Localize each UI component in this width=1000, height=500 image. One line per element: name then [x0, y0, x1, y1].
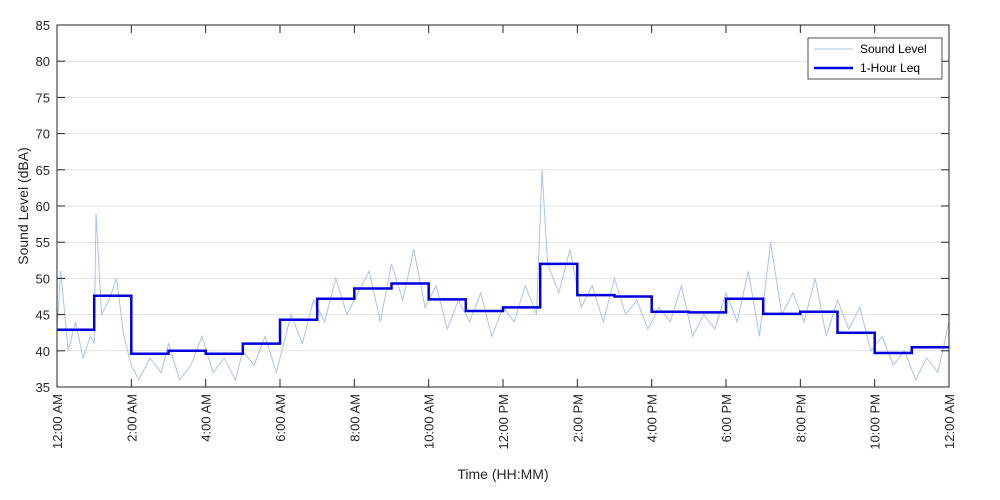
- x-tick-label: 10:00 AM: [422, 394, 437, 449]
- x-tick-label: 6:00 AM: [273, 394, 288, 442]
- y-tick-label: 60: [36, 199, 50, 214]
- x-tick-label: 12:00 AM: [50, 394, 65, 449]
- y-tick-label: 35: [36, 380, 50, 395]
- legend-label-leq: 1-Hour Leq: [860, 61, 920, 75]
- y-tick-label: 70: [36, 127, 50, 142]
- y-tick-label: 75: [36, 90, 50, 105]
- y-tick-label: 45: [36, 308, 50, 323]
- series-layer: [56, 169, 950, 382]
- x-axis-title: Time (HH:MM): [457, 466, 548, 482]
- y-tick-label: 50: [36, 271, 50, 286]
- x-tick-label: 12:00 PM: [496, 394, 511, 450]
- series-line-leq: [57, 262, 949, 355]
- x-tick-label: 4:00 AM: [199, 394, 214, 442]
- legend-label-sound-level: Sound Level: [860, 42, 927, 56]
- y-tick-label: 55: [36, 235, 50, 250]
- axis-ticks: [56, 24, 950, 388]
- legend: Sound Level 1-Hour Leq: [807, 37, 943, 80]
- tick-labels: 35 40 45 50 55 60 65 70 75 80 85 12:00 AM 2:00 AM 4:0…: [36, 18, 957, 450]
- x-tick-label: 10:00 PM: [868, 394, 883, 450]
- x-tick-label: 2:00 PM: [570, 394, 585, 442]
- y-axis-title: Sound Level (dBA): [15, 147, 31, 265]
- x-tick-label: 8:00 PM: [793, 394, 808, 442]
- y-tick-label: 80: [36, 54, 50, 69]
- x-tick-label: 8:00 AM: [347, 394, 362, 442]
- x-tick-label: 6:00 PM: [719, 394, 734, 442]
- series-line-sound-level: [56, 169, 950, 382]
- y-tick-label: 40: [36, 344, 50, 359]
- y-tick-label: 85: [36, 18, 50, 33]
- x-tick-label: 4:00 PM: [645, 394, 660, 442]
- x-tick-label: 2:00 AM: [124, 394, 139, 442]
- x-tick-label: 12:00 AM: [942, 394, 957, 449]
- legend-box: [807, 37, 943, 80]
- y-tick-label: 65: [36, 163, 50, 178]
